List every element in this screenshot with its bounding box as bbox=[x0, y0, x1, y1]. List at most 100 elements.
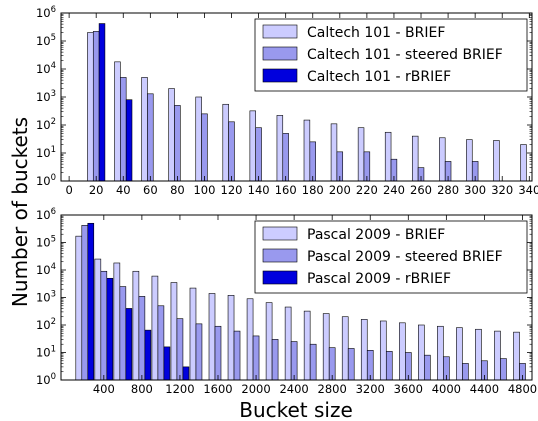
x-tick-label: 2800 bbox=[318, 382, 347, 396]
legend-swatch bbox=[262, 46, 298, 61]
bar-series-0-260 bbox=[411, 135, 419, 182]
legend-label: Caltech 101 - rBRIEF bbox=[307, 69, 451, 85]
bar-series-1-1400 bbox=[195, 323, 203, 381]
legend-swatch bbox=[262, 226, 298, 241]
x-tick-label: 260 bbox=[410, 183, 432, 197]
bar-series-1-100 bbox=[201, 113, 208, 182]
bar-series-0-220 bbox=[357, 127, 365, 182]
bar-series-0-60 bbox=[141, 77, 148, 182]
legend-box bbox=[254, 220, 528, 294]
legend-box bbox=[254, 18, 528, 92]
bar-series-0-3800 bbox=[418, 324, 425, 381]
legend-label: Caltech 101 - BRIEF bbox=[307, 25, 445, 41]
bar-series-1-800 bbox=[138, 296, 146, 381]
bar-series-1-80 bbox=[174, 105, 181, 182]
x-tick-label: 240 bbox=[383, 183, 405, 197]
bar-series-0-4600 bbox=[494, 330, 501, 381]
bar-series-1-140 bbox=[255, 127, 262, 182]
bar-series-0-3600 bbox=[399, 322, 406, 381]
x-tick-label: 4000 bbox=[432, 382, 461, 396]
bar-series-0-300 bbox=[466, 139, 473, 182]
x-tick-label: 200 bbox=[329, 183, 351, 197]
bar-series-0-600 bbox=[113, 262, 121, 381]
bar-series-1-200 bbox=[81, 225, 89, 381]
bar-series-0-3000 bbox=[341, 316, 349, 381]
bar-series-0-800 bbox=[132, 270, 140, 381]
y-tick-label: 102 bbox=[36, 117, 56, 132]
y-tick-label: 100 bbox=[36, 173, 56, 188]
bar-series-0-40 bbox=[114, 61, 121, 182]
bar-series-2-1200 bbox=[182, 366, 190, 381]
x-tick-label: 340 bbox=[518, 183, 538, 197]
bar-series-2-400 bbox=[106, 277, 114, 381]
bar-series-0-3200 bbox=[360, 319, 368, 381]
bar-series-2-800 bbox=[144, 329, 152, 381]
bar-series-0-1400 bbox=[189, 287, 197, 381]
chart-panel-pascal: 100 101 102 103 104 105 106 400 800 1200 1600 2000 2… bbox=[36, 207, 537, 396]
bar-series-0-2200 bbox=[265, 302, 273, 381]
legend-swatch bbox=[262, 68, 298, 83]
x-tick-label: 280 bbox=[437, 183, 459, 197]
bar-series-0-200 bbox=[330, 123, 338, 182]
bar-series-2-1000 bbox=[163, 346, 171, 381]
bar-series-0-200 bbox=[75, 235, 83, 381]
y-tick-label: 101 bbox=[36, 345, 56, 360]
bar-series-1-1800 bbox=[233, 330, 241, 381]
bar-series-0-180 bbox=[303, 119, 311, 182]
bar-series-0-240 bbox=[384, 131, 392, 182]
legend-label: Pascal 2009 - BRIEF bbox=[307, 227, 445, 243]
bar-series-1-2200 bbox=[271, 339, 279, 381]
bar-series-1-400 bbox=[100, 270, 108, 381]
bar-series-2-200 bbox=[87, 222, 95, 381]
bar-series-0-320 bbox=[493, 140, 500, 182]
y-axis-label: Number of buckets bbox=[8, 117, 32, 307]
bar-series-0-1600 bbox=[208, 293, 216, 381]
bar-series-1-1200 bbox=[176, 318, 184, 381]
bar-series-1-120 bbox=[228, 121, 235, 182]
bar-series-1-3400 bbox=[385, 351, 393, 381]
bar-series-1-160 bbox=[282, 133, 289, 182]
y-tick-label: 100 bbox=[36, 372, 56, 387]
bar-series-1-2400 bbox=[290, 341, 298, 381]
bar-series-0-2400 bbox=[284, 306, 292, 381]
bar-series-2-600 bbox=[125, 308, 133, 381]
bar-series-0-1800 bbox=[227, 295, 235, 381]
bar-series-0-400 bbox=[94, 258, 102, 381]
bar-series-0-4200 bbox=[456, 327, 463, 381]
bar-series-0-160 bbox=[276, 115, 284, 182]
x-tick-label: 400 bbox=[93, 382, 115, 396]
bar-series-0-80 bbox=[168, 88, 175, 182]
x-tick-label: 40 bbox=[116, 183, 131, 197]
bar-series-2-20 bbox=[98, 23, 106, 182]
y-tick-label: 106 bbox=[36, 5, 56, 20]
bar-series-0-3400 bbox=[379, 320, 387, 381]
x-tick-label: 20 bbox=[89, 183, 104, 197]
y-tick-label: 104 bbox=[36, 61, 56, 76]
bar-series-0-140 bbox=[249, 110, 256, 182]
x-tick-label: 180 bbox=[302, 183, 324, 197]
x-tick-label: 1200 bbox=[165, 382, 194, 396]
bar-series-1-40 bbox=[120, 77, 127, 182]
x-tick-label: 4800 bbox=[508, 382, 537, 396]
y-tick-label: 103 bbox=[36, 89, 56, 104]
bar-series-0-120 bbox=[222, 103, 229, 182]
x-tick-label: 160 bbox=[275, 183, 297, 197]
legend-label: Caltech 101 - steered BRIEF bbox=[307, 47, 503, 63]
bar-series-0-2800 bbox=[322, 313, 330, 381]
x-tick-label: 1600 bbox=[203, 382, 232, 396]
legend-label: Pascal 2009 - steered BRIEF bbox=[307, 249, 503, 265]
x-tick-label: 60 bbox=[143, 183, 158, 197]
bar-series-1-4600 bbox=[500, 358, 507, 381]
bar-series-0-280 bbox=[439, 137, 446, 182]
x-tick-label: 2000 bbox=[241, 382, 270, 396]
legend-swatch bbox=[262, 248, 298, 263]
x-tick-label: 120 bbox=[221, 183, 243, 197]
chart-panel-caltech: 100 101 102 103 104 105 106 0 20 40 60 80 100 120 140 1… bbox=[36, 5, 538, 197]
bar-series-0-4000 bbox=[437, 325, 444, 381]
bar-series-0-340 bbox=[520, 144, 527, 182]
y-tick-label: 101 bbox=[36, 145, 56, 160]
bar-series-0-4400 bbox=[475, 328, 482, 381]
x-tick-label: 80 bbox=[170, 183, 185, 197]
legend-label: Pascal 2009 - rBRIEF bbox=[307, 271, 451, 287]
